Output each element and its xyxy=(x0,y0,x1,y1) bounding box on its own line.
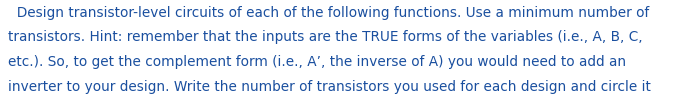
Text: transistors. Hint: remember that the inputs are the TRUE forms of the variables : transistors. Hint: remember that the inp… xyxy=(8,31,643,45)
Text: inverter to your design. Write the number of transistors you used for each desig: inverter to your design. Write the numbe… xyxy=(8,80,651,93)
Text: etc.). So, to get the complement form (i.e., A’, the inverse of A) you would nee: etc.). So, to get the complement form (i… xyxy=(8,55,627,69)
Text: Design transistor-level circuits of each of the following functions. Use a minim: Design transistor-level circuits of each… xyxy=(8,6,649,20)
